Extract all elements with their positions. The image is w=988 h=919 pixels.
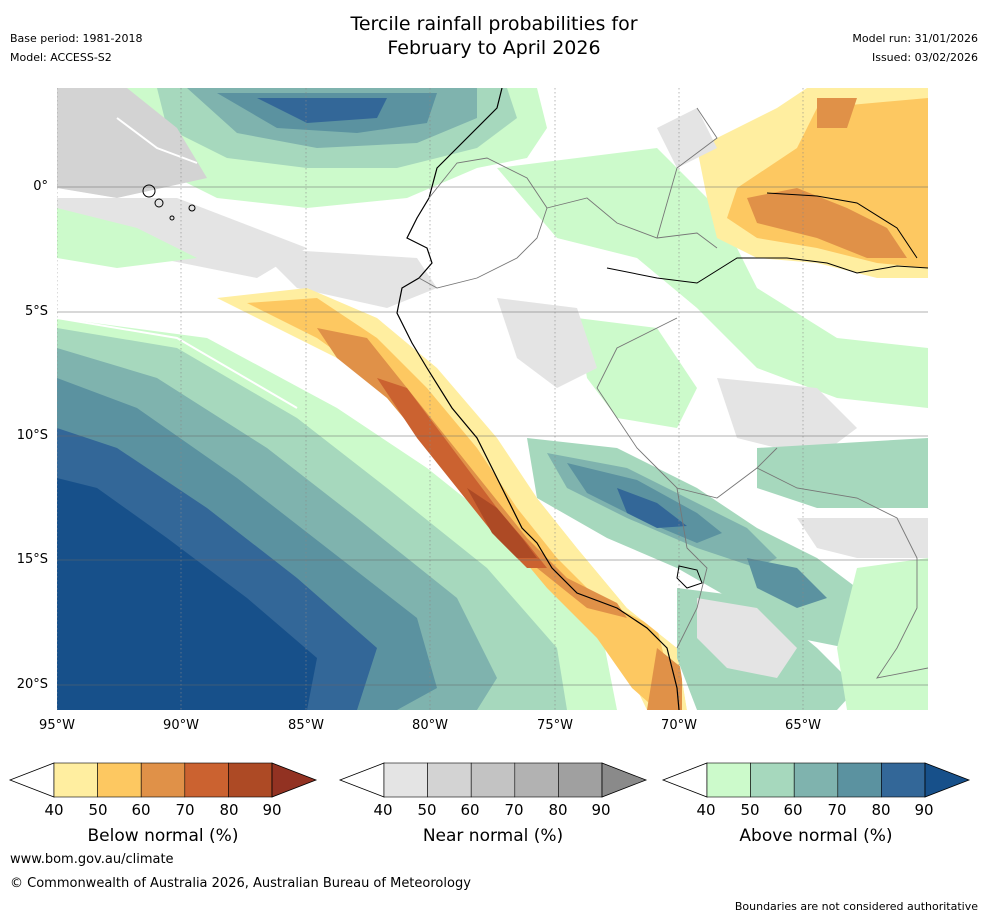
copyright-text: © Commonwealth of Australia 2026, Austra…: [10, 876, 471, 891]
lon-label-90w: 90°W: [163, 718, 199, 733]
colorbar-min-extension: [338, 762, 385, 798]
tick: 80: [871, 801, 891, 819]
boundary-disclaimer: Boundaries are not considered authoritat…: [734, 900, 978, 913]
colorbar-segment: [53, 762, 98, 798]
colorbar-max-extension: [924, 762, 971, 798]
tick: 40: [696, 801, 716, 819]
colorbar-near: [338, 762, 648, 798]
colorbar-segment: [514, 762, 559, 798]
colorbar-segment: [140, 762, 186, 798]
colorbar-segment: [383, 762, 428, 798]
colorbar-min-extension: [8, 762, 55, 798]
colorbar-above: [661, 762, 971, 798]
title-line-2: February to April 2026: [387, 37, 601, 59]
tick: 70: [827, 801, 847, 819]
colorbar-segment: [97, 762, 142, 798]
map-title: Tercile rainfall probabilities for Febru…: [0, 12, 988, 60]
colorbar-segment: [881, 762, 926, 798]
website-link[interactable]: www.bom.gov.au/climate: [10, 852, 174, 867]
tick: 50: [740, 801, 760, 819]
colorbar-below: [8, 762, 318, 798]
lon-label-95w: 95°W: [39, 718, 75, 733]
title-line-1: Tercile rainfall probabilities for: [350, 13, 638, 35]
tick: 60: [460, 801, 480, 819]
lon-label-85w: 85°W: [288, 718, 324, 733]
legend-above-title: Above normal (%): [739, 826, 893, 846]
tick: 40: [44, 801, 64, 819]
tick: 50: [417, 801, 437, 819]
issued-date: Issued: 03/02/2026: [871, 51, 978, 64]
probability-map: [57, 88, 928, 710]
lon-label-70w: 70°W: [661, 718, 697, 733]
model-name: Model: ACCESS-S2: [10, 51, 112, 64]
tick: 40: [373, 801, 393, 819]
tick: 80: [219, 801, 239, 819]
base-period: Base period: 1981-2018: [10, 32, 143, 45]
colorbar-segment: [750, 762, 795, 798]
colorbar-segment: [470, 762, 516, 798]
tick: 80: [548, 801, 568, 819]
colorbar-segment: [558, 762, 603, 798]
colorbar-segment: [837, 762, 882, 798]
legend-near-title: Near normal (%): [422, 826, 564, 846]
tick: 50: [88, 801, 108, 819]
colorbar-max-extension: [271, 762, 318, 798]
colorbar-max-extension: [601, 762, 648, 798]
lon-label-80w: 80°W: [412, 718, 448, 733]
colorbar-segment: [706, 762, 751, 798]
colorbar-segment: [427, 762, 472, 798]
colorbar-segment: [793, 762, 839, 798]
tick: 90: [914, 801, 934, 819]
map-canvas: [57, 88, 928, 710]
tick: 90: [591, 801, 611, 819]
lat-label-0: 0°: [33, 179, 48, 194]
colorbars: [8, 762, 971, 798]
tick: 90: [262, 801, 282, 819]
lat-label-20s: 20°S: [16, 677, 48, 692]
lat-label-10s: 10°S: [16, 428, 48, 443]
legend-below-title: Below normal (%): [87, 826, 239, 846]
model-run: Model run: 31/01/2026: [852, 32, 978, 45]
colorbar-segment: [184, 762, 229, 798]
colorbar-min-extension: [661, 762, 708, 798]
tick: 70: [504, 801, 524, 819]
lat-label-15s: 15°S: [16, 552, 48, 567]
tick: 60: [131, 801, 151, 819]
lon-label-65w: 65°W: [785, 718, 821, 733]
lon-label-75w: 75°W: [537, 718, 573, 733]
colorbar-segment: [228, 762, 273, 798]
tick: 60: [783, 801, 803, 819]
tick: 70: [175, 801, 195, 819]
lat-label-5s: 5°S: [24, 304, 48, 319]
